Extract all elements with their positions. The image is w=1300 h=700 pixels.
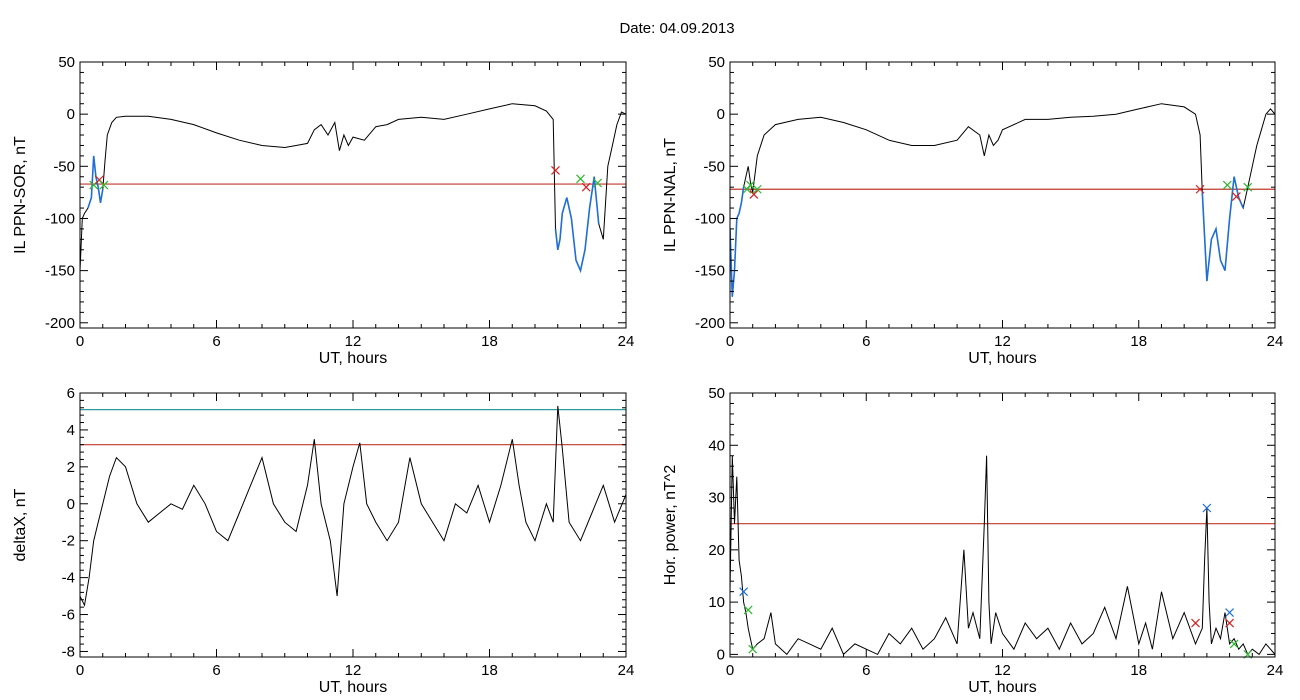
- x-tick-label: 0: [726, 662, 734, 679]
- marker-6: [1225, 618, 1235, 628]
- series-highlight-2: [1201, 176, 1244, 282]
- marker-1: [746, 180, 755, 190]
- x-axis-label: UT, hours: [319, 350, 387, 367]
- y-tick-label: -200: [695, 315, 725, 332]
- marker-4: [1195, 184, 1205, 194]
- series-trace-0: [80, 405, 626, 607]
- marker-3: [752, 184, 762, 194]
- plot-frame: [79, 392, 627, 658]
- figure-title: Date: 04.09.2013: [619, 20, 734, 37]
- x-tick-label: 12: [994, 662, 1011, 679]
- y-axis-label: IL PPN-SOR, nT: [12, 136, 29, 254]
- marker-2: [748, 644, 758, 654]
- marker-7: [1229, 639, 1239, 649]
- marker-6: [593, 178, 602, 188]
- marker-2: [99, 180, 109, 190]
- y-tick-label: 0: [717, 646, 725, 663]
- y-axis-label: Hor. power, nT^2: [662, 465, 679, 586]
- x-tick-label: 12: [994, 333, 1011, 350]
- x-tick-label: 6: [862, 333, 870, 350]
- panel-hor-power: 0 6 12 18 24 0 10 20 30 40 50 UT, hours Hor. power, …: [662, 385, 1283, 696]
- marker-1: [743, 605, 753, 615]
- y-tick-label: 20: [708, 542, 725, 559]
- y-tick-label: 2: [67, 459, 75, 476]
- y-tick-label: -150: [695, 263, 725, 280]
- marker-3: [551, 166, 560, 175]
- x-tick-label: 18: [481, 662, 498, 679]
- x-tick-label: 12: [345, 333, 362, 350]
- y-tick-label: 50: [58, 54, 75, 71]
- marker-4: [576, 174, 585, 184]
- panel-il-nal: 0 6 12 18 24 -200 -150 -100 -50 0 50 UT, hours IL PP…: [662, 54, 1283, 367]
- y-tick-label: -2: [62, 533, 75, 550]
- y-tick-label: 10: [708, 594, 725, 611]
- y-tick-label: 6: [67, 385, 75, 402]
- series-trace-0: [730, 455, 1275, 656]
- y-tick-label: 50: [708, 54, 725, 71]
- marker-3: [1191, 618, 1200, 628]
- series-highlight-1: [730, 187, 745, 297]
- x-axis-label: UT, hours: [968, 350, 1036, 367]
- marker-5: [1222, 180, 1232, 190]
- y-tick-label: 0: [67, 496, 75, 513]
- marker-7: [1243, 182, 1253, 192]
- x-axis-label: UT, hours: [319, 679, 387, 696]
- y-tick-label: -100: [695, 210, 725, 227]
- x-tick-label: 18: [1130, 662, 1147, 679]
- marker-4: [1202, 503, 1212, 513]
- plot-frame: [729, 61, 1276, 329]
- x-tick-label: 24: [618, 662, 635, 679]
- x-tick-label: 6: [212, 333, 220, 350]
- y-tick-label: -8: [62, 643, 75, 660]
- series-highlight-2: [554, 176, 600, 274]
- y-axis-label: IL PPN-NAL, nT: [662, 138, 679, 252]
- y-tick-label: -150: [45, 263, 75, 280]
- x-tick-label: 24: [1267, 662, 1284, 679]
- plot-frame: [79, 61, 627, 329]
- y-tick-label: -50: [53, 158, 75, 175]
- y-tick-label: 40: [708, 437, 725, 454]
- x-tick-label: 6: [862, 662, 870, 679]
- y-tick-label: 0: [67, 106, 75, 123]
- y-axis-label: deltaX, nT: [12, 488, 29, 561]
- y-tick-label: 50: [708, 385, 725, 402]
- y-tick-label: -100: [45, 210, 75, 227]
- marker-0: [739, 587, 749, 597]
- x-tick-label: 0: [726, 333, 734, 350]
- y-tick-label: -4: [62, 570, 75, 587]
- plot-frame: [729, 392, 1276, 658]
- x-tick-label: 18: [1130, 333, 1147, 350]
- x-axis-label: UT, hours: [968, 679, 1036, 696]
- panel-il-sor: 0 6 12 18 24 -200 -150 -100 -50 0 50 UT, hours IL PP…: [12, 54, 634, 367]
- x-tick-label: 24: [1267, 333, 1284, 350]
- series-trace-0: [730, 103, 1275, 297]
- series-trace-0: [80, 103, 626, 273]
- marker-5: [1225, 608, 1235, 617]
- marker-5: [581, 182, 591, 192]
- x-tick-label: 12: [345, 662, 362, 679]
- y-tick-label: 4: [67, 422, 75, 439]
- x-tick-label: 18: [481, 333, 498, 350]
- x-tick-label: 6: [212, 662, 220, 679]
- y-tick-label: -6: [62, 607, 75, 624]
- marker-6: [1231, 192, 1241, 201]
- y-tick-label: -50: [703, 158, 725, 175]
- x-tick-label: 0: [76, 333, 84, 350]
- x-tick-label: 24: [618, 333, 635, 350]
- y-tick-label: 0: [717, 106, 725, 123]
- marker-2: [749, 190, 759, 199]
- x-tick-label: 0: [76, 662, 84, 679]
- y-tick-label: 30: [708, 490, 725, 507]
- y-tick-label: -200: [45, 315, 75, 332]
